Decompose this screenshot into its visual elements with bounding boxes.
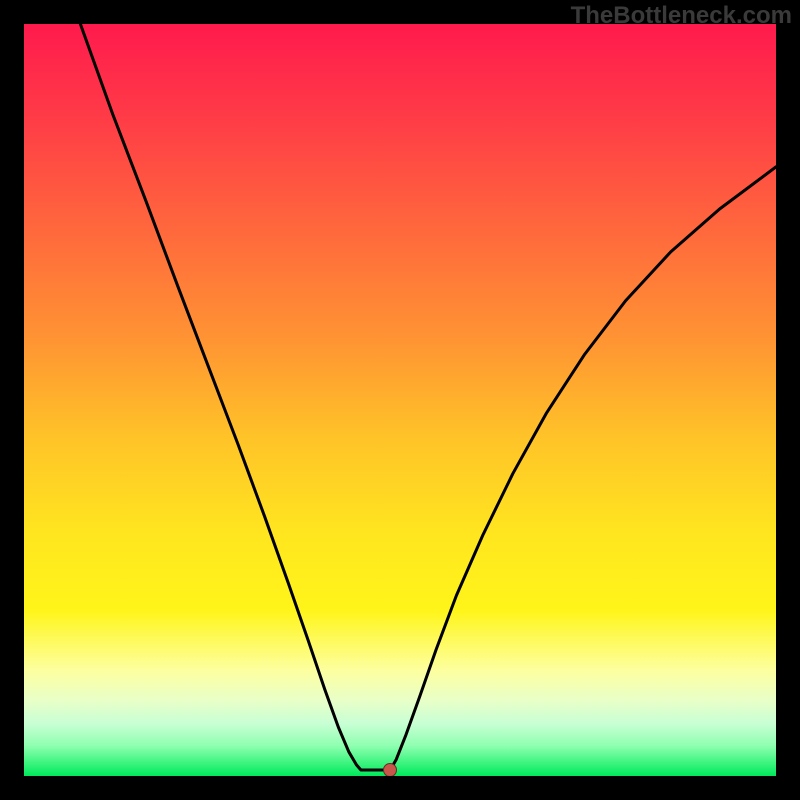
chart-container: TheBottleneck.com [0, 0, 800, 800]
bottleneck-curve [80, 24, 776, 770]
plot-area [24, 24, 776, 776]
watermark-text: TheBottleneck.com [571, 2, 792, 30]
optimum-marker [383, 763, 397, 776]
curve-layer [24, 24, 776, 776]
